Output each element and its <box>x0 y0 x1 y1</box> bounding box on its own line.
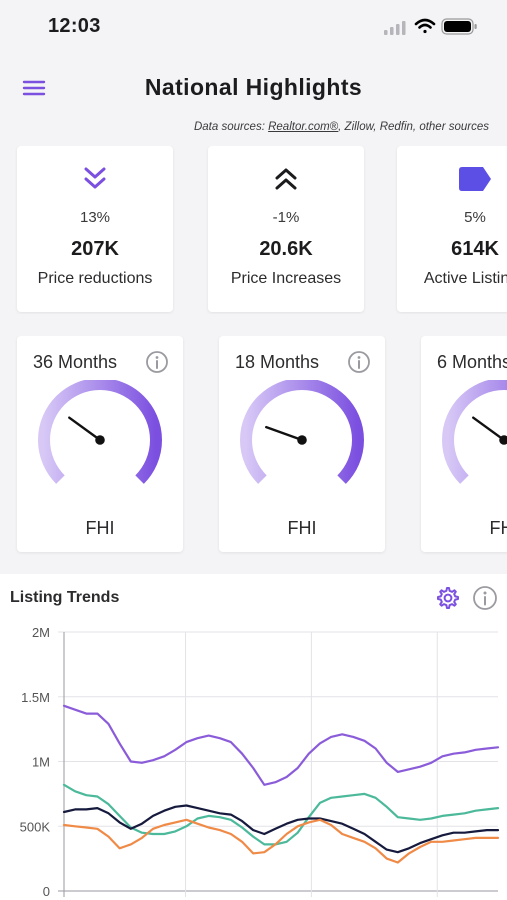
stat-card-price-increases[interactable]: -1% 20.6K Price Increases <box>208 146 364 312</box>
stat-percent: 5% <box>464 209 486 226</box>
status-time: 12:03 <box>48 15 101 37</box>
stat-card-active-listings[interactable]: 5% 614K Active Listings <box>397 146 507 312</box>
realtor-link[interactable]: Realtor.com® <box>268 121 339 133</box>
gauge-card-6-months[interactable]: 6 Months FHI <box>421 336 507 552</box>
gauge-dial <box>442 380 507 484</box>
status-icons <box>384 18 477 35</box>
gauge-arc <box>442 380 507 484</box>
y-tick-label: 500K <box>20 819 51 834</box>
data-sources: Data sources: Realtor.com®, Zillow, Redf… <box>194 121 489 133</box>
gauge-label: FHI <box>85 518 115 538</box>
stats-carousel[interactable]: 13% 207K Price reductions -1% 20.6K Pric… <box>0 146 507 314</box>
gauge-title: 36 Months <box>33 352 118 372</box>
gauge-arc <box>240 380 364 484</box>
gauge-label: FHI <box>287 518 317 538</box>
data-sources-suffix: , Zillow, Redfin, other sources <box>338 121 489 133</box>
stat-card-price-reductions[interactable]: 13% 207K Price reductions <box>17 146 173 312</box>
gauge-title: 6 Months <box>437 352 507 372</box>
status-bar: 12:03 <box>0 0 507 54</box>
tag-icon <box>459 167 491 191</box>
stat-percent: -1% <box>272 209 300 226</box>
wifi-icon <box>414 18 436 34</box>
stat-value: 20.6K <box>259 238 313 260</box>
stat-label: Active Listings <box>423 270 507 287</box>
stat-value: 207K <box>71 238 119 260</box>
stat-label: Price reductions <box>37 270 153 287</box>
listing-trends-chart[interactable]: 0 500K 1M 1.5M 2M <box>0 618 507 900</box>
y-tick-label: 0 <box>43 884 50 899</box>
info-icon[interactable] <box>472 585 498 611</box>
series-line-1 <box>62 783 500 846</box>
series-line-0 <box>62 704 500 786</box>
series-line-2 <box>62 804 500 854</box>
stat-value: 614K <box>451 238 499 260</box>
gauge-label: FHI <box>489 518 507 538</box>
gauge-card-18-months[interactable]: 18 Months FHI <box>219 336 385 552</box>
chart-grid <box>58 631 498 897</box>
y-tick-label: 2M <box>32 625 50 640</box>
trends-title: Listing Trends <box>10 589 120 606</box>
y-tick-label: 1M <box>32 755 50 770</box>
battery-icon <box>441 18 477 35</box>
gauges-carousel[interactable]: 36 Months FHI 18 Months FHI 6 Months FHI <box>0 336 507 556</box>
gauge-title: 18 Months <box>235 352 320 372</box>
signal-icon <box>384 21 406 35</box>
y-tick-label: 1.5M <box>21 690 50 705</box>
page-title: National Highlights <box>144 74 363 100</box>
series-line-3 <box>62 818 500 864</box>
gauge-hub <box>95 435 105 445</box>
gauge-hub <box>499 435 507 445</box>
data-sources-prefix: Data sources: <box>193 121 269 133</box>
hamburger-menu-icon[interactable] <box>20 74 48 102</box>
info-icon[interactable] <box>347 350 371 374</box>
info-icon[interactable] <box>145 350 169 374</box>
double-chevron-up-icon <box>275 168 297 190</box>
stat-label: Price Increases <box>230 270 342 287</box>
app-header: National Highlights <box>0 60 507 116</box>
gauge-dial <box>240 380 364 484</box>
stat-percent: 13% <box>79 209 111 226</box>
gauge-arc <box>38 380 162 484</box>
gear-icon[interactable] <box>434 585 460 611</box>
gauge-card-36-months[interactable]: 36 Months FHI <box>17 336 183 552</box>
double-chevron-down-icon <box>84 167 106 189</box>
gauge-hub <box>297 435 307 445</box>
listing-trends-panel: Listing Trends 0 500K 1M 1.5M 2M <box>0 574 507 900</box>
gauge-dial <box>38 380 162 484</box>
